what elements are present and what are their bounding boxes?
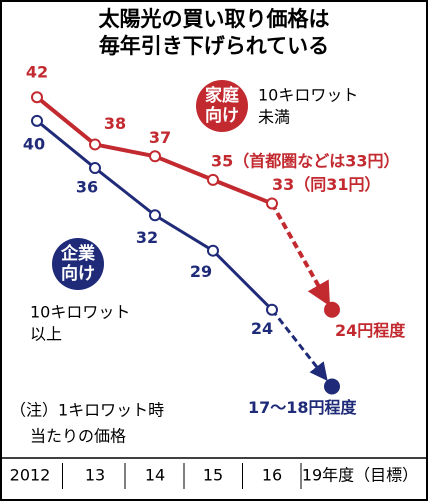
value-label: 37: [149, 128, 171, 147]
value-label: 33（同31円）: [272, 175, 381, 194]
footnote: （注）1キロワット時: [10, 401, 164, 420]
value-label: 17～18円程度: [248, 398, 358, 417]
value-label: 32: [136, 228, 158, 247]
legend-label: 家庭向け: [205, 86, 239, 126]
chart-title: 太陽光の買い取り価格は: [99, 7, 330, 31]
legend-badge: 家庭向け: [196, 80, 248, 132]
chart-title: 毎年引き下げられている: [99, 34, 329, 58]
point: [266, 303, 278, 316]
legend-note: 10キロワット: [258, 86, 358, 105]
legend-note: 10キロワット: [30, 303, 130, 322]
point: [266, 197, 278, 210]
x-tick-label: 13: [85, 466, 105, 485]
x-tick-label: 16: [262, 466, 282, 485]
point: [149, 209, 161, 222]
footnote: 当たりの価格: [30, 427, 126, 446]
value-label: 38: [104, 114, 126, 133]
point: [31, 114, 43, 127]
value-label: 40: [23, 134, 45, 153]
x-tick-label: 15: [203, 466, 223, 485]
point: [89, 162, 101, 175]
projection-line: [270, 202, 331, 307]
point: [324, 301, 340, 318]
legend-label: 企業向け: [61, 244, 95, 284]
value-label: 24: [251, 319, 273, 338]
legend-badge: 企業向け: [52, 238, 104, 290]
point: [149, 150, 161, 163]
point: [89, 138, 101, 151]
point: [207, 244, 219, 257]
value-label: 36: [76, 178, 98, 197]
value-label: 24円程度: [335, 321, 406, 340]
point: [324, 378, 340, 395]
x-tick-label: 19年度（目標）: [302, 466, 418, 485]
x-tick-label: 2012: [10, 466, 51, 485]
value-label: 42: [26, 63, 48, 82]
legend-note: 未満: [258, 108, 290, 127]
projection-line: [270, 308, 328, 381]
point: [207, 173, 219, 186]
legend-note: 以上: [30, 325, 62, 344]
x-tick-label: 14: [145, 466, 165, 485]
value-label: 35（首都圏などは33円）: [211, 151, 400, 170]
point: [31, 91, 43, 104]
value-label: 29: [190, 262, 212, 281]
